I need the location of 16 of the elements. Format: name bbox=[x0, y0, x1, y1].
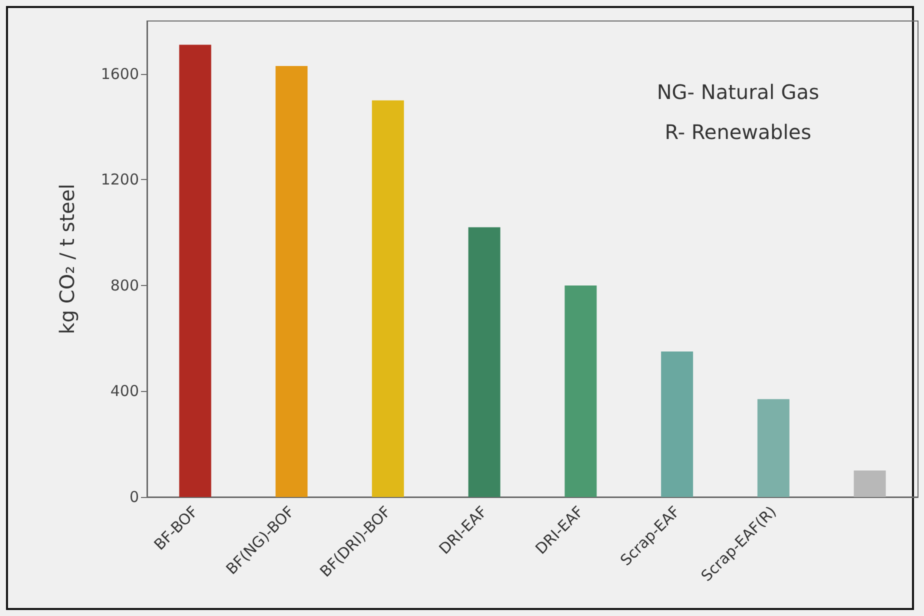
bar bbox=[564, 285, 597, 497]
bar bbox=[757, 399, 790, 497]
annotation: NG- Natural Gas bbox=[656, 80, 820, 104]
y-tick-label: 800 bbox=[110, 276, 139, 294]
bar bbox=[372, 100, 404, 497]
y-axis-title: kg CO₂ / t steel bbox=[55, 184, 79, 334]
bar bbox=[468, 227, 500, 497]
y-tick-label: 0 bbox=[129, 488, 139, 506]
y-tick-label: 1600 bbox=[100, 64, 139, 83]
y-tick-label: 1200 bbox=[100, 170, 139, 189]
bar bbox=[661, 352, 694, 497]
bar bbox=[179, 44, 212, 497]
bar bbox=[276, 66, 308, 497]
bar bbox=[854, 470, 886, 497]
annotation: R- Renewables bbox=[664, 120, 812, 144]
y-tick-label: 400 bbox=[110, 382, 139, 400]
